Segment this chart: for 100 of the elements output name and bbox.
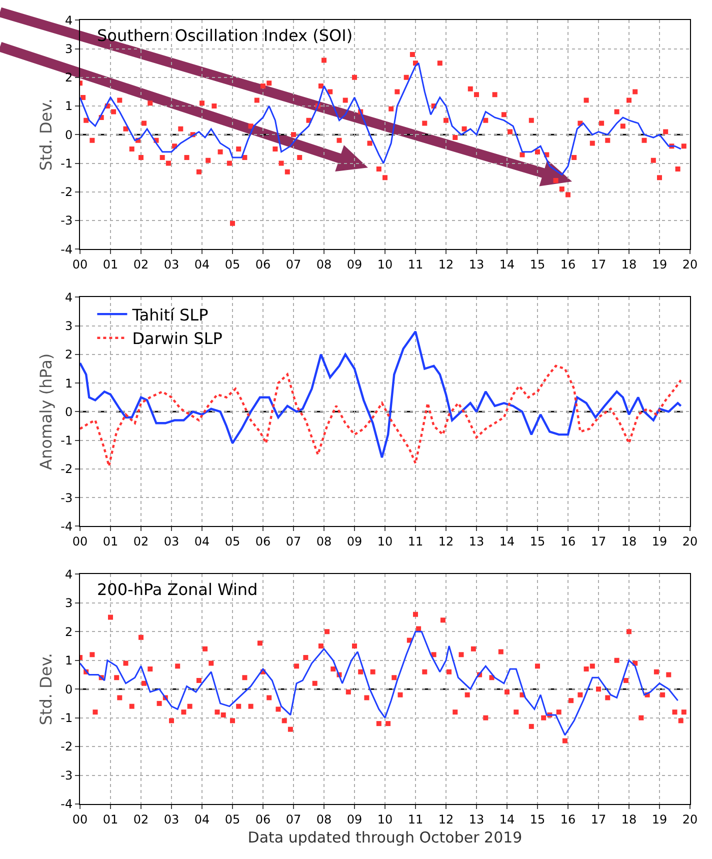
x-tick-label: 15 [530, 534, 546, 549]
x-tick-label: 00 [72, 812, 88, 826]
x-tick-label: 02 [133, 258, 149, 272]
x-tick-label: 17 [590, 534, 606, 549]
x-tick-label: 16 [560, 258, 576, 272]
x-tick-label: 14 [499, 812, 515, 826]
y-tick-label: 1 [64, 99, 73, 114]
x-tick-label: 14 [499, 258, 515, 272]
y-tick-label: -2 [60, 462, 73, 476]
x-tick-label: 19 [652, 258, 668, 272]
y-tick-label: -3 [60, 490, 73, 505]
y-tick-label: -1 [60, 434, 73, 448]
x-tick-label: 09 [346, 812, 362, 826]
x-tick-label: 05 [224, 812, 240, 826]
line-series [80, 364, 682, 468]
x-tick-label: 00 [72, 534, 88, 549]
x-tick-label: 08 [316, 534, 332, 549]
x-tick-label: 19 [652, 812, 668, 826]
y-axis-title: Std. Dev. [36, 98, 56, 171]
x-tick-label: 18 [621, 812, 637, 826]
x-tick-label: 13 [468, 812, 484, 826]
x-tick-label: 15 [530, 812, 546, 826]
x-tick-label: 13 [468, 534, 484, 549]
x-tick-label: 10 [377, 258, 393, 272]
x-tick-label: 05 [224, 258, 240, 272]
x-tick-label: 03 [164, 812, 180, 826]
legend-label: Tahití SLP [131, 305, 209, 324]
x-tick-label: 05 [224, 534, 240, 549]
x-tick-label: 15 [530, 258, 546, 272]
x-tick-label: 11 [408, 812, 424, 826]
y-tick-label: 4 [64, 567, 73, 582]
chart-title: 200-hPa Zonal Wind [97, 580, 258, 599]
x-tick-label: 04 [194, 258, 210, 272]
legend-label: Darwin SLP [132, 329, 223, 348]
x-tick-label: 19 [652, 534, 668, 549]
x-tick-label: 03 [164, 534, 180, 549]
y-tick-label: 2 [64, 624, 73, 639]
x-tick-label: 10 [377, 812, 393, 826]
x-tick-label: 12 [438, 258, 454, 272]
y-tick-label: 3 [64, 42, 73, 56]
x-tick-label: 07 [286, 534, 302, 549]
x-tick-label: 04 [194, 812, 210, 826]
x-tick-label: 18 [621, 534, 637, 549]
x-tick-label: 17 [590, 258, 606, 272]
y-tick-label: 0 [64, 404, 73, 419]
x-tick-label: 17 [590, 812, 606, 826]
x-tick-label: 01 [102, 534, 118, 549]
y-tick-label: 2 [64, 348, 73, 362]
y-tick-label: -1 [60, 156, 73, 170]
x-tick-label: 06 [255, 258, 271, 272]
x-tick-label: 16 [560, 534, 576, 549]
x-tick-label: 08 [316, 812, 332, 826]
x-tick-label: 12 [438, 534, 454, 549]
x-axis-title: Data updated through October 2019 [248, 828, 522, 846]
y-tick-label: -2 [60, 185, 73, 200]
x-tick-label: 04 [194, 534, 210, 549]
y-tick-label: 2 [64, 70, 73, 85]
x-tick-label: 10 [377, 534, 393, 549]
chart-title: Southern Oscillation Index (SOI) [97, 26, 353, 45]
x-tick-label: 08 [316, 258, 332, 272]
x-tick-label: 18 [621, 258, 637, 272]
y-tick-label: 1 [64, 654, 73, 668]
x-tick-label: 07 [286, 258, 302, 272]
y-tick-label: -4 [60, 519, 73, 534]
y-tick-label: 4 [64, 290, 73, 304]
y-axis-title: Std. Dev. [36, 652, 56, 726]
x-tick-label: 14 [499, 534, 515, 549]
x-tick-label: 06 [255, 812, 271, 826]
x-tick-label: 11 [408, 534, 424, 549]
x-tick-label: 20 [682, 534, 698, 549]
y-tick-label: 3 [64, 596, 73, 610]
x-tick-label: 06 [255, 534, 271, 549]
y-tick-label: -4 [60, 797, 73, 812]
x-tick-label: 02 [133, 534, 149, 549]
x-tick-label: 00 [72, 258, 88, 272]
x-tick-label: 20 [682, 258, 698, 272]
x-tick-label: 09 [346, 534, 362, 549]
y-tick-label: -3 [60, 768, 73, 782]
line-series [80, 330, 682, 459]
y-tick-label: -1 [60, 711, 73, 726]
y-tick-label: 0 [64, 128, 73, 142]
y-tick-label: -2 [60, 740, 73, 754]
x-tick-label: 09 [346, 258, 362, 272]
x-tick-label: 12 [438, 812, 454, 826]
y-axis-title: Anomaly (hPa) [36, 353, 56, 470]
x-tick-label: 13 [468, 258, 484, 272]
x-tick-label: 07 [286, 812, 302, 826]
x-tick-label: 03 [164, 258, 180, 272]
x-tick-label: 01 [102, 258, 118, 272]
y-tick-label: 3 [64, 319, 73, 333]
y-tick-label: 1 [64, 376, 73, 390]
x-tick-label: 16 [560, 812, 576, 826]
x-tick-label: 11 [408, 258, 424, 272]
y-tick-label: -3 [60, 214, 73, 228]
x-tick-label: 02 [133, 812, 149, 826]
x-tick-label: 01 [102, 812, 118, 826]
y-tick-label: 0 [64, 682, 73, 696]
x-tick-label: 20 [682, 812, 698, 826]
y-tick-label: -4 [60, 242, 73, 256]
y-tick-label: 4 [64, 13, 73, 28]
